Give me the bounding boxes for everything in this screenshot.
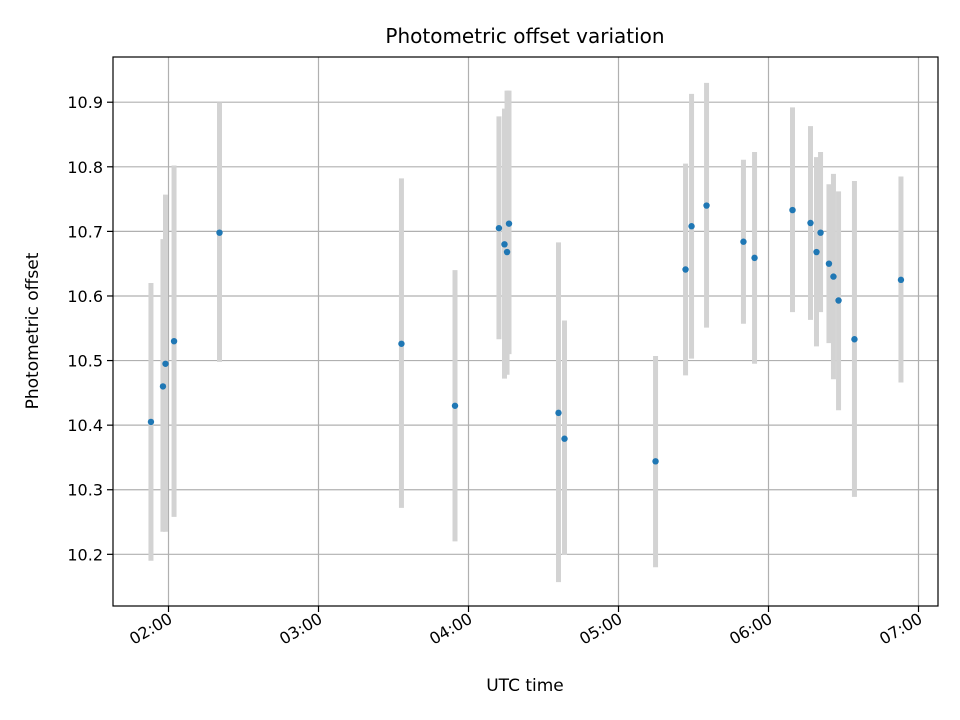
data-point [162,360,169,367]
grid [113,57,938,606]
data-point [688,223,695,230]
data-points [147,202,905,465]
y-tick-label: 10.8 [67,158,103,177]
plot-frame [112,56,939,607]
data-point [825,260,833,267]
data-point [703,202,710,209]
y-tick-label: 10.5 [67,352,103,371]
data-point [740,238,747,245]
data-point [682,266,689,273]
data-point [835,297,842,304]
data-point [398,340,405,347]
data-point [451,402,459,409]
data-point [807,219,814,227]
data-point [652,458,659,465]
y-tick-label: 10.7 [67,222,103,241]
y-tick-label: 10.6 [67,287,103,306]
data-point [751,254,758,262]
data-point [789,206,796,214]
y-axis-label: Photometric offset [23,252,43,409]
y-tick-label: 10.2 [67,545,103,564]
y-tick-label: 10.3 [67,481,103,500]
data-point [851,336,858,343]
data-point [501,241,508,248]
data-point [170,337,178,345]
data-point [817,229,824,236]
x-axis-label: UTC time [486,676,564,696]
data-point [503,248,511,256]
chart-title: Photometric offset variation [385,24,664,48]
data-point [830,273,837,280]
data-point [897,276,905,284]
y-tick-label: 10.9 [67,93,103,112]
data-point [216,229,223,236]
y-tick-label: 10.4 [67,416,103,435]
data-point [505,220,513,227]
data-point [159,383,167,390]
data-point [561,435,568,442]
data-point [813,248,820,256]
data-point [147,418,155,426]
data-point [555,409,562,417]
data-point [495,224,503,232]
